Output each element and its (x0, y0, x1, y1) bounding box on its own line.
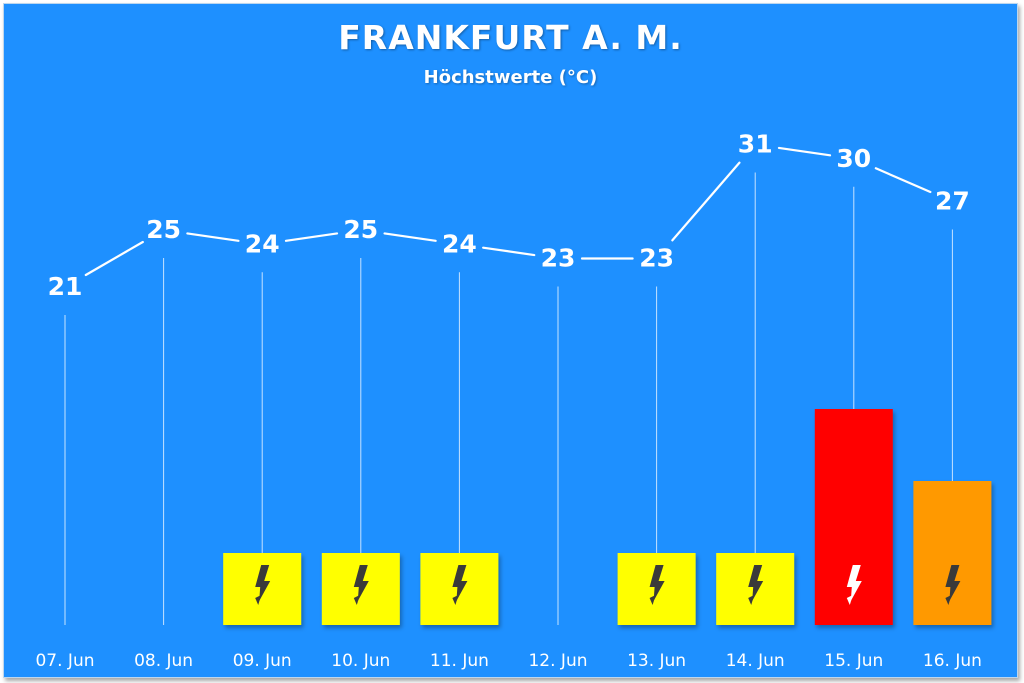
data-label: 31 (738, 130, 773, 159)
x-tick-label: 10. Jun (331, 651, 390, 671)
x-tick-label: 15. Jun (824, 651, 883, 671)
chart-title: FRANKFURT A. M. (338, 18, 683, 57)
data-label: 27 (935, 187, 970, 216)
series-line-segment (186, 232, 240, 242)
x-tick-label: 12. Jun (528, 651, 587, 671)
series-line-segment (482, 246, 536, 257)
data-label: 25 (146, 215, 181, 244)
lightning-bolt-icon (846, 565, 862, 605)
data-label: 25 (343, 215, 378, 244)
series-line-segment (383, 232, 437, 242)
lightning-bolt-icon (452, 565, 468, 605)
x-tick-label: 11. Jun (430, 651, 489, 671)
series-line-segment (874, 167, 932, 194)
x-tick-label: 07. Jun (35, 651, 94, 671)
x-tick-label: 16. Jun (923, 651, 982, 671)
lightning-bolt-icon (353, 565, 369, 605)
series-line-segment (777, 146, 832, 157)
x-tick-label: 14. Jun (726, 651, 785, 671)
lightning-bolt-icon (649, 565, 665, 605)
series-line-segment (284, 232, 339, 242)
temperature-chart: 21 25 24 25 24 23 23 31 30 27 07. Jun 08. Jun 09. Ju… (35, 130, 992, 671)
warning-bar (913, 481, 992, 625)
x-tick-label: 08. Jun (134, 651, 193, 671)
series-line-segment (671, 161, 741, 242)
data-label: 23 (541, 244, 576, 273)
data-label: 23 (639, 244, 674, 273)
lightning-bolt-icon (945, 565, 961, 605)
x-tick-label: 13. Jun (627, 651, 686, 671)
chart-frame: FRANKFURT A. M. Höchstwerte (°C) 21 25 24 2… (3, 3, 1018, 678)
series-line-segment (84, 240, 144, 277)
chart-subtitle: Höchstwerte (°C) (423, 67, 598, 88)
x-tick-label: 09. Jun (233, 651, 292, 671)
lightning-bolt-icon (748, 565, 764, 605)
data-label: 30 (836, 144, 871, 173)
data-label: 24 (245, 229, 280, 258)
data-label: 21 (48, 272, 83, 301)
data-label: 24 (442, 229, 477, 258)
lightning-bolt-icon (255, 565, 271, 605)
